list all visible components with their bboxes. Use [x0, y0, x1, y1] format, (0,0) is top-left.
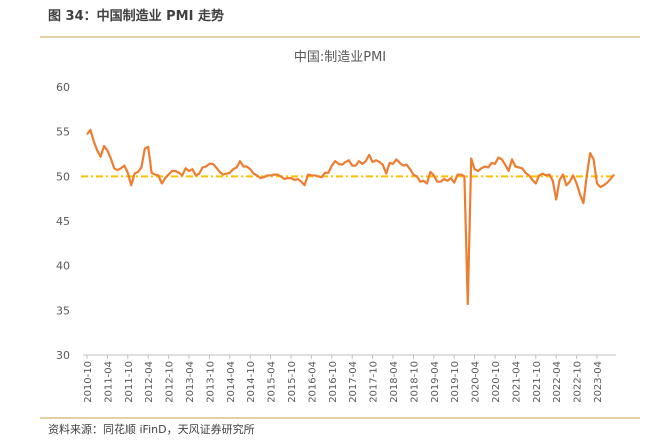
chart-title: 中国:制造业PMI	[294, 50, 386, 65]
x-tick-label: 2019-10	[450, 361, 461, 403]
y-tick-label: 35	[56, 304, 70, 317]
x-tick-label: 2011-10	[124, 361, 135, 403]
x-tick-label: 2019-04	[430, 361, 441, 403]
x-tick-label: 2020-04	[471, 361, 482, 403]
x-tick-label: 2017-04	[348, 361, 359, 403]
data-line	[86, 128, 615, 306]
x-tick-label: 2021-10	[532, 361, 543, 403]
x-tick-label: 2010-10	[83, 361, 94, 403]
source-note: 资料来源：同花顺 iFinD，天风证券研究所	[48, 422, 255, 436]
x-tick-label: 2018-10	[409, 361, 420, 403]
y-tick-label: 55	[56, 126, 70, 139]
x-tick-label: 2011-04	[103, 361, 114, 403]
figure-title: 图 34：中国制造业 PMI 走势	[48, 8, 224, 24]
x-tick-label: 2014-04	[226, 361, 237, 403]
x-tick-label: 2013-04	[185, 361, 196, 403]
x-tick-label: 2018-04	[389, 361, 400, 403]
y-tick-label: 45	[56, 215, 70, 228]
x-tick-label: 2016-04	[307, 361, 318, 403]
y-tick-label: 60	[56, 81, 70, 94]
x-tick-label: 2023-04	[593, 361, 604, 403]
x-tick-label: 2014-10	[246, 361, 257, 403]
y-tick-label: 30	[56, 349, 70, 362]
x-tick-label: 2017-10	[369, 361, 380, 403]
x-tick-label: 2016-10	[328, 361, 339, 403]
x-tick-label: 2012-04	[144, 361, 155, 403]
x-tick-label: 2012-10	[165, 361, 176, 403]
x-tick-label: 2020-10	[491, 361, 502, 403]
x-tick-label: 2022-10	[573, 361, 584, 403]
x-tick-label: 2015-10	[287, 361, 298, 403]
x-tick-label: 2013-10	[205, 361, 216, 403]
y-tick-label: 50	[56, 170, 70, 183]
y-tick-label: 40	[56, 260, 70, 273]
x-tick-label: 2021-04	[511, 361, 522, 403]
x-tick-label: 2015-04	[267, 361, 278, 403]
x-tick-label: 2022-04	[552, 361, 563, 403]
